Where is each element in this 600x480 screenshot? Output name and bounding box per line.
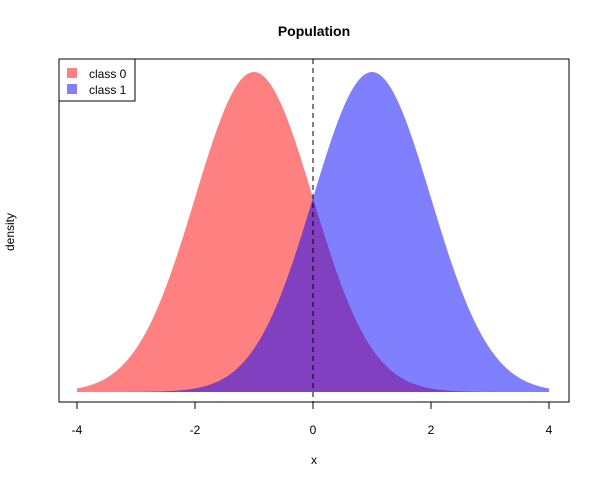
legend-swatch-class-0 (67, 68, 77, 78)
y-axis-label: density (3, 213, 17, 251)
legend: class 0 class 1 (58, 58, 136, 102)
legend-label-class-1: class 1 (89, 83, 127, 97)
plot-area (77, 59, 549, 402)
x-tick-label: 2 (428, 423, 435, 437)
x-axis-label: x (311, 453, 317, 467)
legend-swatch-class-1 (67, 84, 77, 94)
legend-label-class-0: class 0 (89, 67, 127, 81)
x-tick-label: -4 (72, 423, 83, 437)
x-tick-label: 4 (546, 423, 553, 437)
x-tick-label: 0 (310, 423, 317, 437)
x-tick-label: -2 (190, 423, 201, 437)
chart-title: Population (278, 23, 350, 39)
x-axis: -4 -2 0 2 4 (72, 401, 553, 437)
legend-box (58, 58, 136, 102)
